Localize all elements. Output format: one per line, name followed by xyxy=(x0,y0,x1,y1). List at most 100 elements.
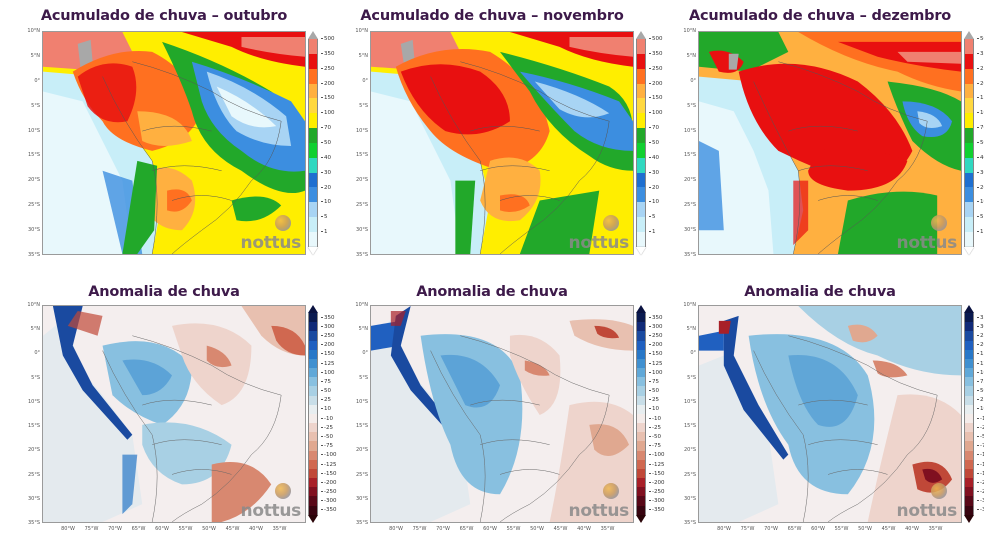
longitude-tick-label: 60°W xyxy=(811,526,825,532)
colorbar-segment xyxy=(636,459,646,469)
colorbar-segment xyxy=(308,505,318,515)
colorbar-segment xyxy=(636,53,646,69)
latitude-tick-label: 25°S xyxy=(27,202,40,209)
latitude-tick-label: 10°N xyxy=(27,302,40,308)
colorbar-segment xyxy=(308,468,318,479)
colorbar-tick-label: 50 xyxy=(321,388,331,394)
colorbar-tick-label: 150 xyxy=(649,95,663,101)
anomaly-map: nottus xyxy=(370,305,634,523)
colorbar-segment xyxy=(308,83,318,99)
latitude-tick-label: 10°S xyxy=(27,398,40,405)
latitude-tick-label: 30°S xyxy=(683,495,696,502)
latitude-tick-label: 10°N xyxy=(683,28,696,34)
colorbar-tick-label: 75 xyxy=(321,379,331,385)
longitude-tick-label: 65°W xyxy=(131,526,146,532)
colorbar-segment xyxy=(964,53,974,69)
colorbar-tick-label: 10 xyxy=(321,199,331,205)
longitude-tick-label: 75°W xyxy=(740,526,755,532)
colorbar-segment xyxy=(636,413,646,424)
colorbar-tick-label: 100 xyxy=(649,110,663,116)
latitude-tick-label: 20°S xyxy=(683,177,696,184)
latitude-tick-label: 0° xyxy=(362,350,368,357)
colorbar-tick-label: -200 xyxy=(321,480,336,486)
colorbar-tick-label: 250 xyxy=(649,66,663,72)
panel-title: Acumulado de chuva – dezembro xyxy=(688,8,952,24)
latitude-tick-label: 15°S xyxy=(355,152,368,159)
colorbar-segment xyxy=(964,368,974,378)
colorbar-segment xyxy=(964,39,974,54)
colorbar-segment xyxy=(308,98,318,114)
colorbar-tick-label: 350 xyxy=(649,315,663,321)
latitude-tick-label: 30°S xyxy=(27,495,40,502)
anomaly-map: nottus xyxy=(698,305,962,523)
colorbar-segment xyxy=(636,313,646,323)
colorbar-tick-label: -350 xyxy=(977,507,984,513)
colorbar-segment xyxy=(308,322,318,332)
colorbar-tick-label: 250 xyxy=(321,66,335,72)
colorbar-tick-label: 75 xyxy=(649,379,659,385)
colorbar-segment xyxy=(636,172,646,188)
colorbar-tick-label: 10 xyxy=(649,199,659,205)
longitude-tick-label: 45°W xyxy=(553,526,568,532)
nottus-logo: nottus xyxy=(568,501,630,521)
colorbar-tick-label: 150 xyxy=(977,351,984,357)
nottus-logo-orb xyxy=(931,483,947,499)
colorbar-tick-label: 5 xyxy=(649,214,656,220)
colorbar-segment xyxy=(636,377,646,387)
nottus-logo-orb xyxy=(275,483,291,499)
colorbar-max-arrow xyxy=(308,305,318,313)
panel-title: Anomalia de chuva xyxy=(88,284,240,300)
nottus-logo: nottus xyxy=(896,233,958,253)
colorbar-segment xyxy=(308,496,318,506)
colorbar-tick-label: -75 xyxy=(977,443,984,449)
colorbar-tick-label: 150 xyxy=(649,351,663,357)
latitude-tick-label: 0° xyxy=(34,77,40,84)
colorbar-segment xyxy=(308,217,318,232)
colorbar-accum xyxy=(308,31,318,255)
longitude-tick-label: 35°W xyxy=(928,526,943,532)
colorbar-tick-label: 300 xyxy=(321,324,335,330)
colorbar-min-arrow xyxy=(308,246,318,255)
colorbar-min-arrow xyxy=(964,246,974,255)
rainfall-map: nottus xyxy=(698,31,962,255)
colorbar-tick-label: 40 xyxy=(977,155,984,161)
colorbar-tick-label: -250 xyxy=(977,489,984,495)
latitude-tick-label: 5°N xyxy=(358,52,368,59)
longitude-tick-label: 70°W xyxy=(108,526,122,532)
colorbar-tick-label: 200 xyxy=(977,342,984,348)
colorbar-segment xyxy=(964,377,974,387)
colorbar-segment xyxy=(964,231,974,247)
latitude-tick-label: 15°S xyxy=(355,423,368,430)
colorbar-tick-label: 150 xyxy=(977,95,984,101)
longitude-tick-label: 50°W xyxy=(202,526,216,532)
longitude-tick-label: 55°W xyxy=(834,526,849,532)
colorbar-tick-label: -10 xyxy=(649,416,661,422)
colorbar-segment xyxy=(636,496,646,506)
colorbar-tick-label: -250 xyxy=(649,489,664,495)
rainfall-map: nottus xyxy=(370,31,634,255)
colorbar-segment xyxy=(636,331,646,341)
latitude-tick-label: 20°S xyxy=(683,447,696,454)
colorbar-max-arrow xyxy=(964,305,974,313)
colorbar-segment xyxy=(964,441,974,451)
colorbar-segment xyxy=(636,478,646,488)
colorbar-segment xyxy=(964,459,974,469)
panel-accum-october: Acumulado de chuva – outubro 10°N 5°N 0° 5°… xyxy=(0,0,334,270)
colorbar-tick-label: 250 xyxy=(321,333,335,339)
colorbar-tick-label: 200 xyxy=(649,81,663,87)
colorbar-tick-label: -10 xyxy=(977,416,984,422)
colorbar-segment xyxy=(308,128,318,143)
longitude-axis: 80°W 75°W 70°W 65°W 60°W 55°W 50°W 45°W 40°W 35°W xyxy=(42,526,306,534)
latitude-tick-label: 5°S xyxy=(359,374,368,381)
colorbar-segment xyxy=(964,395,974,405)
colorbar-tick-label: 500 xyxy=(321,36,335,42)
colorbar-tick-label: 100 xyxy=(321,370,335,376)
longitude-tick-label: 45°W xyxy=(225,526,240,532)
colorbar-segment xyxy=(308,340,318,350)
colorbar-segment xyxy=(308,377,318,387)
latitude-tick-label: 5°S xyxy=(359,102,368,109)
colorbar-segment xyxy=(636,395,646,405)
colorbar-segment xyxy=(308,187,318,203)
colorbar-segment xyxy=(308,441,318,451)
panel-anomaly-october: Anomalia de chuva 10°N 5°N 0° 5°S 10°S 15°S 20… xyxy=(0,276,336,539)
